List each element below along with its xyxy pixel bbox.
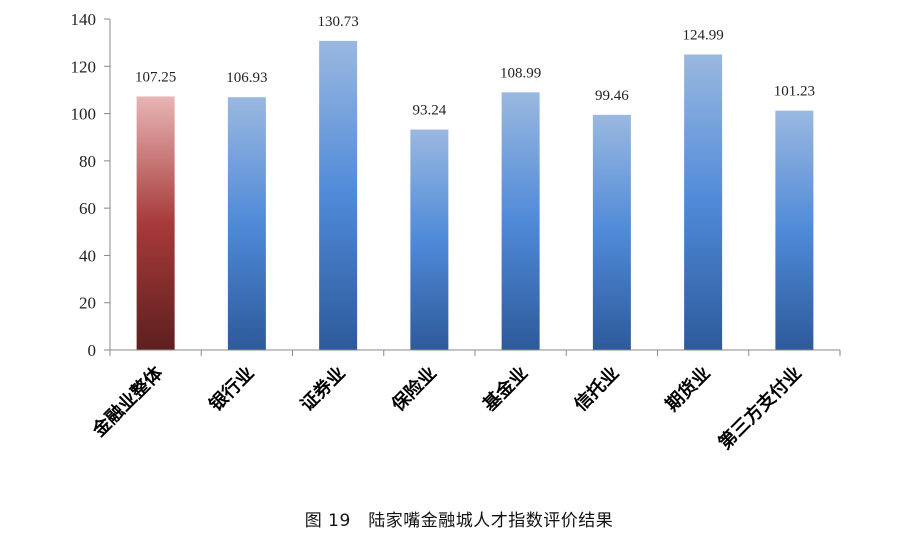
y-tick-label: 40 [79, 246, 96, 265]
y-axis-ticks: 0 20 40 60 80 100 120 140 [71, 10, 110, 360]
y-tick-label: 120 [71, 57, 97, 76]
category-label-2: 证券业 [296, 362, 350, 416]
data-label-7: 101.23 [774, 84, 815, 100]
data-label-3: 93.24 [413, 103, 447, 119]
y-tick-label: 20 [79, 294, 96, 313]
y-tick-label: 80 [79, 152, 96, 171]
data-label-1: 106.93 [226, 70, 267, 86]
bar-7 [775, 110, 814, 350]
bar-4 [501, 92, 540, 350]
bar-2 [319, 40, 358, 350]
axes [109, 19, 840, 351]
figure-caption: 图 19 陆家嘴金融城人才指数评价结果 [304, 511, 614, 531]
category-label-3: 保险业 [386, 362, 440, 416]
y-tick-label: 60 [79, 199, 96, 218]
bar-5 [592, 114, 631, 350]
data-label-6: 124.99 [683, 27, 724, 43]
y-tick-label: 140 [71, 10, 97, 29]
data-label-2: 130.73 [318, 14, 359, 30]
bar-1 [227, 97, 266, 351]
category-label-7: 第三方支付业 [714, 362, 806, 454]
data-labels: 107.25 106.93 130.73 93.24 108.99 99.46 124.99… [135, 14, 815, 119]
y-tick-label: 0 [88, 341, 97, 360]
x-axis-labels: 金融业整体 银行业 证券业 保险业 基金业 信托业 期货业 第三方支付业 [87, 350, 841, 454]
category-label-6: 期货业 [661, 362, 715, 416]
y-tick-label: 100 [71, 105, 97, 124]
bar-3 [410, 129, 449, 350]
category-label-1: 银行业 [205, 362, 259, 416]
category-label-0: 金融业整体 [87, 361, 168, 442]
data-label-0: 107.25 [135, 69, 176, 85]
bar-0 [136, 96, 175, 350]
bars [136, 40, 814, 351]
bar-6 [684, 54, 723, 351]
category-label-4: 基金业 [478, 362, 532, 416]
bar-chart: 0 20 40 60 80 100 120 140 107.25 106.93 130.73 93.… [71, 10, 841, 454]
category-label-5: 信托业 [570, 362, 624, 416]
data-label-5: 99.46 [595, 88, 629, 104]
data-label-4: 108.99 [500, 65, 541, 81]
